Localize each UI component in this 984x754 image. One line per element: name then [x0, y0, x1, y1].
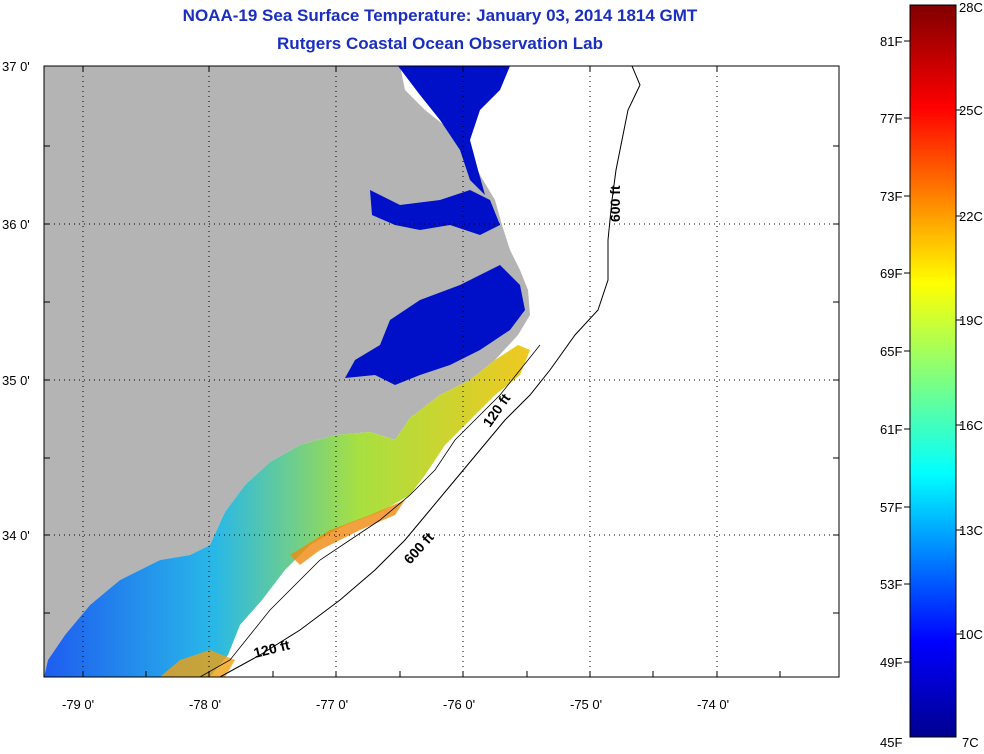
colorbar-ticks [904, 40, 962, 663]
map-subtitle: Rutgers Coastal Ocean Observation Lab [277, 34, 603, 53]
lat-label-35: 35 0' [2, 373, 30, 388]
cb-f-49: 49F [880, 655, 903, 670]
cb-c-10: 10C [959, 627, 983, 642]
cb-c-13: 13C [959, 523, 983, 538]
cb-f-69: 69F [880, 266, 903, 281]
cb-f-65: 65F [880, 344, 903, 359]
lon-label-77: -77 0' [316, 697, 349, 712]
isobath-label-1: 600 ft [607, 185, 623, 222]
lon-label-74: -74 0' [697, 697, 730, 712]
isobath-120ft [199, 344, 541, 677]
plot-frame [43, 65, 840, 678]
cb-f-73: 73F [880, 189, 903, 204]
cb-c-7: 7C [962, 735, 979, 750]
warm-filament [290, 500, 405, 565]
lat-label-34: 34 0' [2, 528, 30, 543]
cb-f-45: 45F [880, 735, 903, 750]
albemarle-sound [370, 190, 500, 235]
graticule [44, 66, 839, 677]
cb-f-61: 61F [880, 422, 903, 437]
warm-south [160, 650, 235, 677]
lon-label-79: -79 0' [62, 697, 95, 712]
sst-field [44, 345, 530, 677]
cb-c-25: 25C [959, 103, 983, 118]
lon-label-78: -78 0' [189, 697, 222, 712]
northern-bay [398, 66, 510, 195]
lon-label-75: -75 0' [570, 697, 603, 712]
pamlico-sound [345, 265, 525, 385]
cb-f-77: 77F [880, 111, 903, 126]
cb-c-16: 16C [959, 418, 983, 433]
lat-label-36: 36 0' [2, 217, 30, 232]
map-title: NOAA-19 Sea Surface Temperature: January… [182, 6, 698, 25]
tick-marks [44, 65, 839, 677]
colorbar [909, 4, 957, 738]
lon-label-76: -76 0' [443, 697, 476, 712]
cb-c-19: 19C [959, 313, 983, 328]
lat-label-37: 37 0' [2, 59, 30, 74]
cb-f-81: 81F [880, 34, 903, 49]
isobath-600ft [219, 66, 641, 677]
cb-c-28: 28C [959, 0, 983, 15]
cb-c-22: 22C [959, 209, 983, 224]
cb-f-57: 57F [880, 500, 903, 515]
cb-f-53: 53F [880, 577, 903, 592]
